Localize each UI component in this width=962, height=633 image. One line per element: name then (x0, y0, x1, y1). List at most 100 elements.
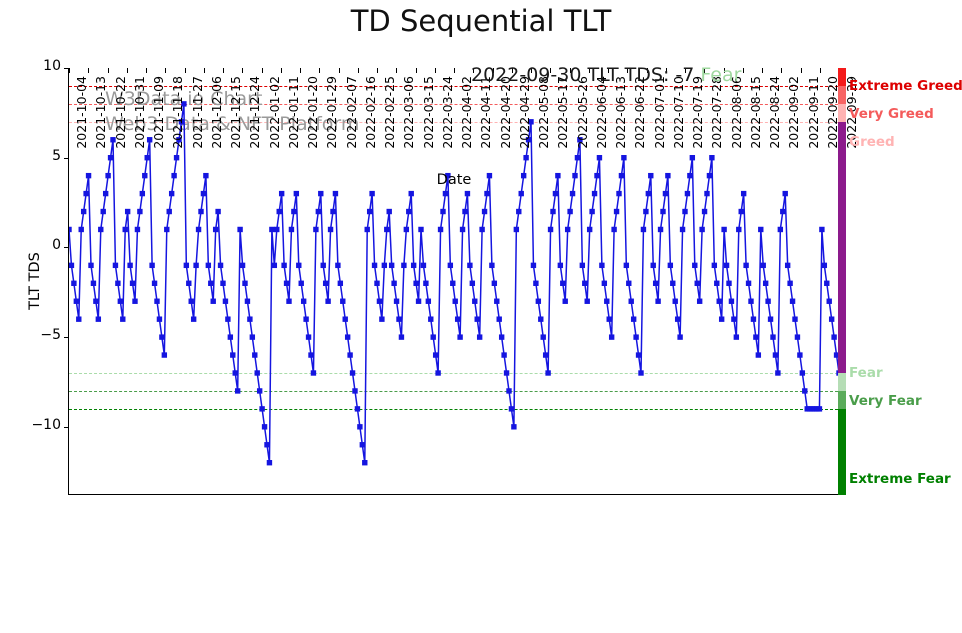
x-tick-label: 2021-12-24 (247, 76, 263, 149)
x-tick-mark (300, 68, 301, 73)
x-tick-label: 2022-04-20 (497, 76, 513, 149)
x-tick-mark (396, 68, 398, 73)
x-tick-label: 2022-06-22 (632, 76, 648, 149)
colorbar-segment (838, 85, 846, 104)
x-tick-label: 2022-06-04 (593, 76, 609, 149)
x-tick-label: 2022-06-13 (613, 76, 628, 149)
colorbar-segment (838, 103, 846, 122)
threshold-line-fear (69, 373, 838, 374)
y-tick-mark (64, 426, 69, 428)
colorbar-segment (838, 390, 846, 409)
x-tick-label: 2021-10-13 (93, 76, 109, 149)
x-tick-label: 2021-10-22 (112, 76, 128, 149)
x-tick-mark (569, 68, 571, 73)
x-tick-label: 2022-09-02 (786, 76, 802, 149)
x-tick-label: 2022-09-11 (805, 76, 821, 149)
x-tick-label: 2021-11-09 (151, 76, 166, 149)
x-tick-mark (319, 68, 321, 73)
x-tick-mark (800, 68, 802, 73)
x-tick-mark (69, 68, 70, 73)
x-tick-mark (203, 68, 205, 73)
sentiment-label-extreme-fear: Extreme Fear (849, 470, 951, 487)
x-tick-mark (704, 68, 706, 73)
x-tick-label: 2022-04-02 (459, 76, 474, 149)
x-tick-label: 2022-02-25 (382, 76, 397, 149)
colorbar-segment (838, 68, 846, 86)
x-tick-mark (781, 68, 783, 73)
plot-inner: W3Data.io Chart Web3 Data & NFT Platform (69, 68, 838, 494)
x-tick-label: 2021-11-27 (189, 76, 205, 149)
x-tick-label: 2021-10-31 (131, 76, 147, 149)
x-tick-mark (434, 68, 436, 73)
series-line (69, 101, 838, 466)
x-tick-label: 2021-12-15 (228, 76, 243, 149)
x-tick-mark (685, 68, 686, 73)
x-tick-label: 2021-11-18 (170, 76, 186, 149)
x-tick-mark (223, 68, 224, 73)
sentiment-label-very-fear: Very Fear (849, 392, 922, 409)
x-tick-mark (473, 68, 475, 73)
x-tick-label: 2022-08-06 (728, 76, 744, 149)
plot-area: W3Data.io Chart Web3 Data & NFT Platform… (27, 58, 859, 495)
x-tick-label: 2022-05-08 (536, 76, 551, 149)
threshold-line-very-fear (69, 390, 838, 392)
y-tick-label: 10 (43, 58, 61, 74)
x-tick-mark (377, 68, 378, 73)
y-tick-label: −10 (31, 416, 61, 433)
x-tick-mark (165, 68, 167, 73)
x-tick-mark (88, 68, 90, 73)
x-tick-mark (107, 68, 109, 73)
y-tick-label: 0 (52, 237, 61, 254)
x-tick-mark (762, 68, 763, 73)
colorbar-segment (838, 373, 846, 391)
x-tick-label: 2022-04-29 (516, 76, 532, 149)
x-tick-mark (550, 68, 552, 73)
x-tick-mark (184, 68, 186, 73)
x-tick-mark (608, 68, 609, 73)
watermark-line1: W3Data.io Chart (105, 88, 263, 110)
x-tick-mark (819, 68, 821, 73)
x-tick-label: 2022-07-19 (690, 76, 705, 149)
annotation-text: 2022-09-30 TLT TDS: -7 (471, 64, 695, 86)
x-tick-label: 2022-01-29 (324, 76, 340, 149)
x-tick-label: 2022-05-26 (574, 76, 590, 149)
x-tick-mark (627, 68, 629, 73)
x-tick-mark (742, 68, 744, 73)
x-tick-mark (357, 68, 359, 73)
x-tick-label: 2022-05-17 (555, 76, 571, 149)
colorbar-segment (838, 121, 846, 373)
threshold-line-extreme-fear (69, 408, 838, 410)
threshold-line-greed (69, 121, 838, 123)
sentiment-colorbar (838, 68, 846, 495)
colorbar-segment (838, 408, 846, 495)
x-tick-mark (492, 68, 494, 73)
x-tick-mark (242, 68, 244, 73)
y-axis-label: TLT TDS (27, 252, 43, 310)
y-tick-label: −5 (40, 327, 61, 344)
x-tick-mark (531, 68, 532, 73)
x-tick-label: 2022-02-07 (343, 76, 359, 149)
x-tick-label: 2022-01-02 (266, 76, 282, 149)
x-tick-mark (665, 68, 667, 73)
sentiment-label-extreme-greed: Extreme Greed (849, 77, 962, 94)
x-tick-label: 2022-07-10 (670, 76, 686, 149)
sentiment-label-very-greed: Very Greed (849, 105, 934, 122)
y-tick-label: 5 (52, 147, 61, 164)
sentiment-label-greed: Greed (849, 133, 895, 150)
y-tick-mark (64, 68, 69, 69)
y-tick-mark (64, 337, 69, 339)
x-tick-mark (723, 68, 725, 73)
y-tick-mark (64, 247, 69, 249)
sentiment-label-fear: Fear (849, 365, 883, 381)
x-tick-label: 2022-07-01 (651, 76, 667, 149)
x-tick-mark (261, 68, 263, 73)
x-tick-label: 2022-03-15 (420, 76, 436, 149)
x-tick-label: 2022-08-15 (747, 76, 763, 149)
x-tick-mark (511, 68, 513, 73)
x-tick-label: 2022-01-20 (305, 76, 320, 149)
current-value-annotation: 2022-09-30 TLT TDS: -7 Fear (471, 64, 741, 86)
threshold-line-very-greed (69, 103, 838, 105)
watermark-line2: Web3 Data & NFT Platform (105, 113, 360, 135)
x-tick-label: 2022-04-11 (478, 76, 494, 149)
annotation-sentiment: Fear (700, 64, 742, 86)
